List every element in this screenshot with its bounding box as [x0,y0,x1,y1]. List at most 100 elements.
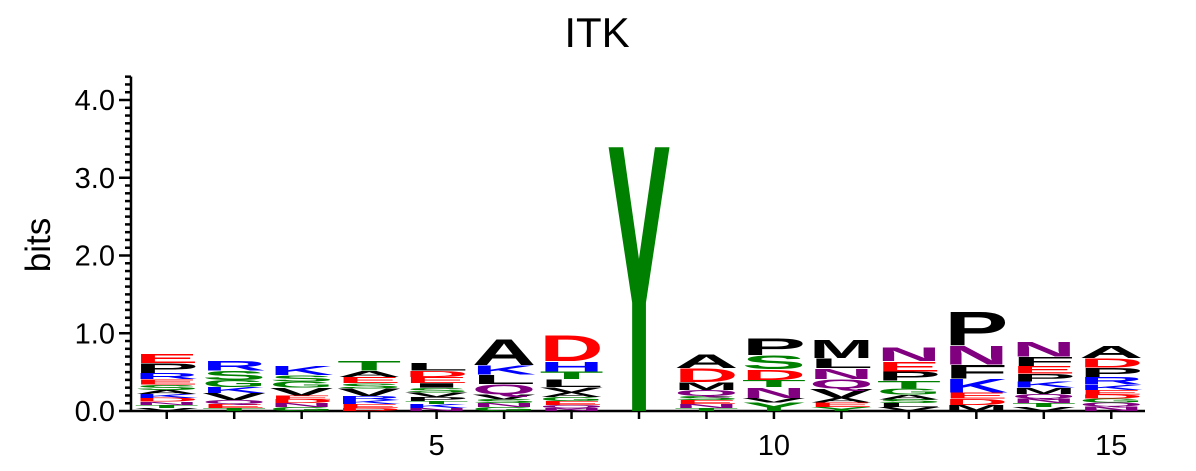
logo-letter-G: G [877,387,941,397]
logo-letter-L: L [809,355,873,371]
logo-letter-A: A [1079,342,1143,361]
logo-letter-E: E [1012,364,1076,376]
logo-letter-D: D [1079,356,1143,370]
logo-stacks: VTNDKASERPETEQVKGSRGNDEVGSKDEKRVSEATNKTP… [135,65,1144,471]
logo-letter-K: K [270,364,334,378]
logo-letter-N: N [742,384,806,401]
y-tick-label: 3.0 [75,163,115,195]
logo-letter-N: N [1012,397,1076,404]
logo-letter-Q: Q [809,377,873,391]
logo-letter-K: K [1012,380,1076,390]
logo-letter-G: G [472,406,536,412]
logo-letter-E: E [877,359,941,375]
logo-letter-M: M [674,380,738,392]
logo-letter-A: A [135,389,199,395]
logo-letter-G: G [202,378,266,389]
logo-letter-D: D [270,398,334,404]
logo-letter-V: V [742,397,806,404]
logo-letter-Q: Q [1012,393,1076,400]
logo-letter-S: S [405,387,469,394]
logo-letter-V: V [337,387,401,399]
logo-letter-K: K [1079,383,1143,391]
logo-letter-V: V [270,386,334,398]
logo-letter-F: F [1012,354,1076,369]
logo-letter-S: S [472,398,536,404]
y-tick-label: 0.0 [75,396,115,428]
logo-letter-E: E [674,399,738,405]
logo-letter-G: G [1079,398,1143,404]
y-tick-label: 1.0 [75,318,115,350]
logo-letter-N: N [944,340,1008,370]
logo-letter-Q: Q [202,399,266,405]
logo-letter-E: E [337,375,401,385]
logo-letter-D: D [539,329,603,370]
logo-letter-V: V [472,393,536,401]
logo-letter-G: G [270,380,334,390]
logo-letter-V: V [405,391,469,398]
logo-letter-N: N [809,366,873,383]
logo-letter-E: E [337,403,401,409]
logo-letter-G: G [539,396,603,402]
logo-letter-N: N [539,407,603,412]
logo-letter-K: K [202,385,266,395]
logo-letter-Y: Y [607,65,671,471]
logo-letter-E: E [944,391,1008,401]
logo-letter-V: V [539,386,603,394]
logo-letter-T: T [405,400,469,405]
logo-letter-Q: Q [539,404,603,409]
logo-letter-V: V [1012,406,1076,412]
logo-letter-D: D [1079,394,1143,400]
logo-letter-S: S [337,382,401,390]
logo-letter-A: A [337,369,401,379]
logo-letter-E: E [539,400,603,406]
logo-letter-T: T [674,407,738,412]
logo-letter-N: N [877,344,941,366]
logo-letter-L: L [405,361,469,373]
logo-letter-R: R [337,395,401,401]
logo-letter-F: F [944,361,1008,383]
logo-letter-N: N [472,402,536,408]
y-tick-label: 2.0 [75,241,115,273]
y-axis-label: bits [19,218,58,272]
logo-letter-V: V [135,407,199,412]
logo-letter-H: H [539,359,603,375]
logo-letter-T: T [877,379,941,391]
logo-letter-N: N [405,407,469,412]
logo-letter-N: N [1012,337,1076,361]
logo-letter-N: N [135,401,199,406]
logo-letter-P: P [135,360,199,376]
logo-letter-E: E [202,403,266,409]
logo-letter-E: E [135,351,199,366]
y-axis: 0.0 1.0 2.0 3.0 4.0 [75,75,133,428]
logo-letter-E: E [405,375,469,385]
logo-letter-R: R [135,371,199,381]
logo-letter-K: K [405,403,469,409]
logo-letter-A: A [472,333,536,374]
y-tick-label: 4.0 [75,85,115,117]
logo-letter-A: A [674,351,738,373]
logo-letter-D: D [944,397,1008,407]
logo-letter-D: D [742,366,806,383]
logo-letter-P: P [742,334,806,360]
logo-letter-T: T [742,378,806,389]
logo-letter-E: E [809,401,873,408]
logo-letter-T: T [202,407,266,412]
logo-letter-T: T [337,358,401,374]
logo-letter-N: N [1079,405,1143,412]
logo-letter-T: T [539,369,603,381]
logo-letter-Y: Y [742,400,806,413]
logo-letter-A: A [809,397,873,404]
logo-letter-K: K [472,363,536,377]
logo-letter-L: L [472,372,536,387]
logo-letter-P: P [1012,372,1076,384]
logo-letter-D: D [135,397,199,403]
logo-letter-Y: Y [809,406,873,412]
logo-letter-D: D [405,369,469,379]
x-axis: 5 10 15 [131,409,1145,462]
logo-letter-M: M [809,335,873,364]
